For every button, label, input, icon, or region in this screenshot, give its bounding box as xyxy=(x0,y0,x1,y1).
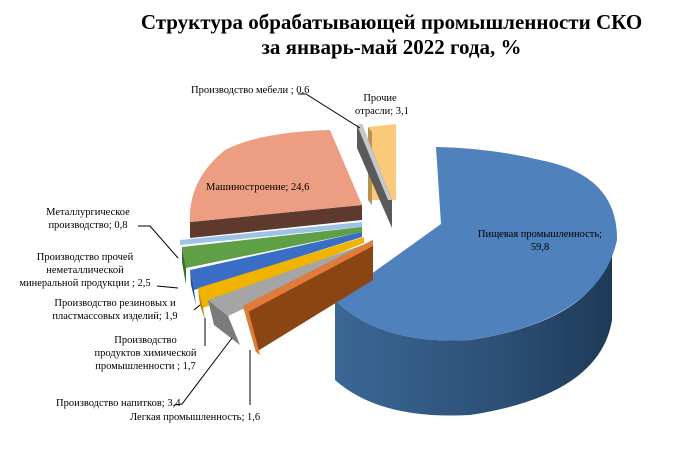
slice-nonmetal-minerals xyxy=(182,227,362,285)
label-other-industries: Прочие отрасли; 3,1 xyxy=(355,93,409,117)
leader-lines xyxy=(138,93,361,406)
label-metallurgy: Металлургическое производство; 0,8 xyxy=(46,207,130,231)
label-machine-building: Машиностроение; 24,6 xyxy=(206,182,310,193)
chart-title-line-2: за январь-май 2022 года, % xyxy=(261,35,522,59)
slice-beverages xyxy=(208,243,370,345)
label-light-industry: Легкая промышленность; 1,6 xyxy=(130,412,261,423)
slice-furniture xyxy=(357,124,392,228)
slice-rubber-plastics xyxy=(190,232,362,305)
chart-title-line-1: Структура обрабатывающей промышленности … xyxy=(140,10,643,34)
slice-machine-building xyxy=(189,130,362,238)
label-beverages: Производство напитков; 3,4 xyxy=(56,398,181,409)
label-food-industry: Пищевая промышленность; 59,8 xyxy=(477,229,603,253)
label-furniture: Производство мебели ; 0,6 xyxy=(191,85,310,96)
label-nonmetal-minerals: Производство прочей неметаллической мине… xyxy=(19,252,151,289)
slice-light-industry xyxy=(243,240,373,355)
label-chemical: Производство продуктов химической промыш… xyxy=(94,335,197,372)
slice-food-industry xyxy=(335,147,618,416)
chart-title: Структура обрабатывающей промышленности … xyxy=(100,10,683,60)
slice-metallurgy xyxy=(180,222,362,245)
label-rubber-plastics: Производство резиновых и пластмассовых и… xyxy=(52,298,178,322)
